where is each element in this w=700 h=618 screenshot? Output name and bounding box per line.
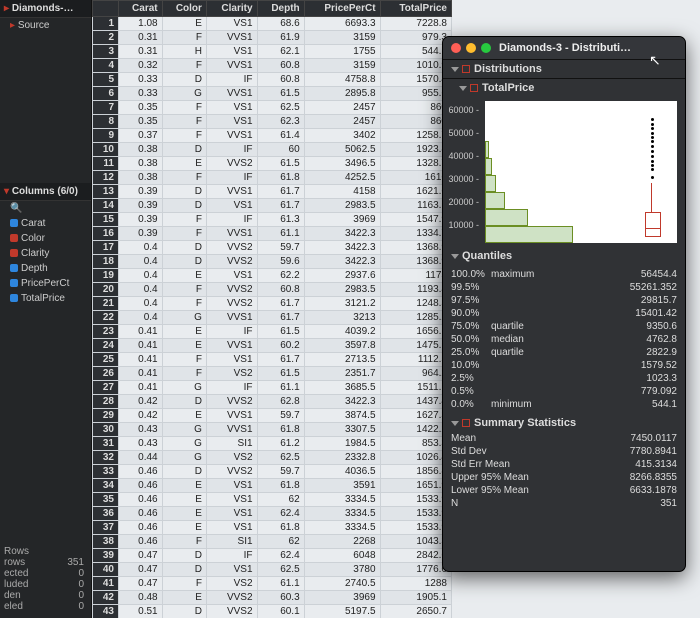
summary-header[interactable]: Summary Statistics [443,414,685,432]
summary-row: N351 [443,497,685,510]
row-stats: Rows rows351 ected0 luded0 den0 eled0 [4,546,84,612]
table-row[interactable]: 230.41EIF61.54039.21656.1 [93,325,452,339]
table-row[interactable]: 90.37FVVS161.434021258.7 [93,129,452,143]
col-header[interactable]: TotalPrice [380,1,451,17]
table-row[interactable]: 340.46EVS161.835911651.9 [93,479,452,493]
table-row[interactable]: 80.35FVS162.32457860 [93,115,452,129]
table-row[interactable]: 380.46FSI16222681043.3 [93,535,452,549]
zoom-icon[interactable] [481,43,491,53]
table-row[interactable]: 300.43GVVS161.83307.51422.2 [93,423,452,437]
table-row[interactable]: 420.48EVVS260.339691905.1 [93,591,452,605]
table-row[interactable]: 140.39DVS161.72983.51163.6 [93,199,452,213]
search-row[interactable]: 🔍 [0,201,91,216]
table-row[interactable]: 400.47DVS162.537801776.6 [93,563,452,577]
source-item[interactable]: ▸ Source [0,18,91,33]
column-totalprice[interactable]: TotalPrice [0,291,91,306]
columns-header[interactable]: ▾ Columns (6/0) [0,183,91,201]
table-row[interactable]: 260.41FVS261.52351.7964.2 [93,367,452,381]
table-row[interactable]: 11.08EVS168.66693.37228.8 [93,17,452,31]
table-row[interactable]: 130.39DVVS161.741581621.6 [93,185,452,199]
summary-row: Std Err Mean415.3134 [443,458,685,471]
table-row[interactable]: 350.46EVS1623334.51533.9 [93,493,452,507]
col-header[interactable] [93,1,119,17]
summary-row: Mean7450.0117 [443,432,685,445]
table-row[interactable]: 70.35FVS162.52457860 [93,101,452,115]
table-row[interactable]: 390.47DIF62.460482842.6 [93,549,452,563]
table-row[interactable]: 100.38DIF605062.51923.8 [93,143,452,157]
source-header[interactable]: ▸ Diamonds-… [0,0,91,18]
table-row[interactable]: 50.33DIF60.84758.81570.4 [93,73,452,87]
column-depth[interactable]: Depth [0,261,91,276]
disclosure-icon[interactable] [451,254,459,259]
table-row[interactable]: 150.39FIF61.339691547.9 [93,213,452,227]
table-row[interactable]: 370.46EVS161.83334.51533.9 [93,521,452,535]
totalprice-header[interactable]: TotalPrice [443,78,685,97]
table-row[interactable]: 290.42EVVS159.73874.51627.3 [93,409,452,423]
table-row[interactable]: 360.46EVS162.43334.51533.9 [93,507,452,521]
table-row[interactable]: 120.38FIF61.84252.51616 [93,171,452,185]
table-row[interactable]: 210.4FVVS261.73121.21248.5 [93,297,452,311]
summary-stats: Mean7450.0117Std Dev7780.8941Std Err Mea… [443,432,685,510]
table-row[interactable]: 240.41EVVS160.23597.81475.1 [93,339,452,353]
table-row[interactable]: 170.4DVVS259.73422.31368.9 [93,241,452,255]
table-row[interactable]: 430.51DVVS260.15197.52650.7 [93,605,452,618]
quantile-row: 99.5%55261.352 [451,281,677,294]
sidebar: ▸ Diamonds-… ▸ Source ▾ Columns (6/0) 🔍 … [0,0,92,618]
close-icon[interactable] [451,43,461,53]
quantile-row: 25.0%quartile2822.9 [451,346,677,359]
distributions-header[interactable]: Distributions [443,59,685,78]
col-header[interactable]: Clarity [206,1,257,17]
col-header[interactable]: PricePerCt [304,1,380,17]
window-title: Diamonds-3 - Distributi… [499,42,631,54]
quantile-row: 90.0%15401.42 [451,307,677,320]
table-row[interactable]: 190.4EVS162.22937.61175 [93,269,452,283]
table-row[interactable]: 110.38EVVS261.53496.51328.7 [93,157,452,171]
column-priceperct[interactable]: PricePerCt [0,276,91,291]
table-row[interactable]: 220.4GVVS161.732131285.2 [93,311,452,325]
table-row[interactable]: 30.31HVS162.11755544.1 [93,45,452,59]
table-row[interactable]: 280.42DVVS262.83422.31437.4 [93,395,452,409]
quantile-row: 0.0%minimum544.1 [451,398,677,411]
quantile-row: 75.0%quartile9350.6 [451,320,677,333]
quantiles-header[interactable]: Quantiles [443,247,685,265]
quantile-row: 0.5%779.092 [451,385,677,398]
table-row[interactable]: 410.47FVS261.12740.51288 [93,577,452,591]
col-header[interactable]: Color [162,1,206,17]
quantile-row: 10.0%1579.52 [451,359,677,372]
col-header[interactable]: Depth [257,1,304,17]
table-row[interactable]: 20.31FVVS161.93159979.3 [93,31,452,45]
quantile-row: 2.5%1023.3 [451,372,677,385]
table-row[interactable]: 60.33GVVS161.52895.8955.6 [93,87,452,101]
traffic-lights[interactable] [451,43,491,53]
quantile-row: 100.0%maximum56454.4 [451,268,677,281]
table-row[interactable]: 180.4DVVS259.63422.31368.9 [93,255,452,269]
quantile-row: 50.0%median4762.8 [451,333,677,346]
summary-row: Upper 95% Mean8266.8355 [443,471,685,484]
quantile-row: 97.5%29815.7 [451,294,677,307]
table-row[interactable]: 270.41GIF61.13685.51511.1 [93,381,452,395]
summary-row: Std Dev7780.8941 [443,445,685,458]
quantiles-table: 100.0%maximum56454.499.5%55261.35297.5%2… [443,265,685,414]
disclosure-icon[interactable] [451,421,459,426]
column-clarity[interactable]: Clarity [0,246,91,261]
table-row[interactable]: 320.44GVS262.52332.81026.4 [93,451,452,465]
histogram-chart[interactable] [485,101,677,243]
distribution-window[interactable]: Diamonds-3 - Distributi… Distributions T… [442,36,686,572]
minimize-icon[interactable] [466,43,476,53]
diamonds-label: Diamonds-… [12,3,74,14]
table-row[interactable]: 40.32FVVS160.831591010.9 [93,59,452,73]
disclosure-icon[interactable] [451,67,459,72]
data-table[interactable]: CaratColorClarityDepthPricePerCtTotalPri… [92,0,452,618]
disclosure-icon[interactable] [459,86,467,91]
window-titlebar[interactable]: Diamonds-3 - Distributi… [443,37,685,59]
column-color[interactable]: Color [0,231,91,246]
table-row[interactable]: 250.41FVS161.72713.51112.5 [93,353,452,367]
column-carat[interactable]: Carat [0,216,91,231]
table-row[interactable]: 330.46DVVS259.74036.51856.8 [93,465,452,479]
table-row[interactable]: 310.43GSI161.21984.5853.3 [93,437,452,451]
table-row[interactable]: 200.4FVVS260.82983.51193.4 [93,283,452,297]
table-row[interactable]: 160.39FVVS161.13422.31334.7 [93,227,452,241]
col-header[interactable]: Carat [119,1,163,17]
summary-row: Lower 95% Mean6633.1878 [443,484,685,497]
